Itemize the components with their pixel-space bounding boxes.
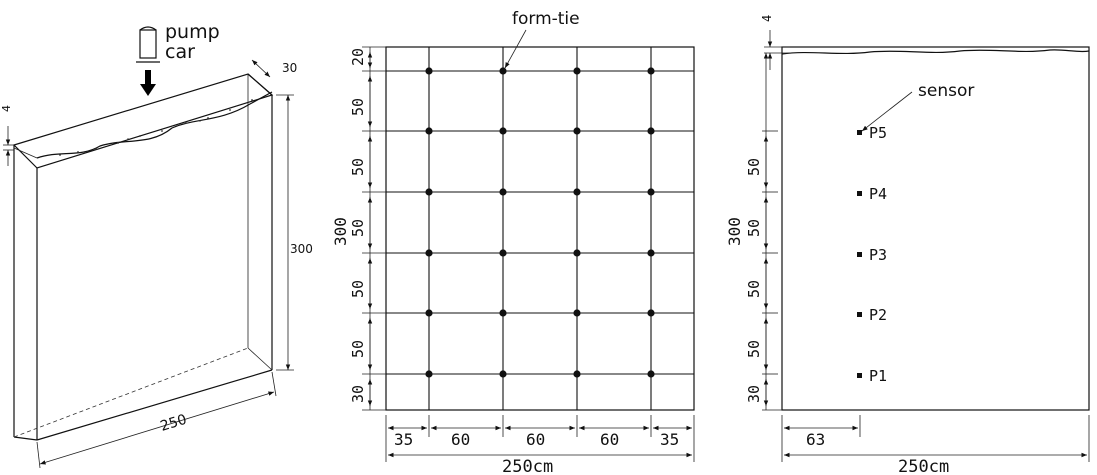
form-tie-point [573,309,581,317]
sensor-marker-p1 [857,373,862,378]
form-tie-point [425,309,433,317]
seg-label-4: 50 [349,219,367,237]
sensor-marker-p5 [857,130,862,135]
vertical-dimensions: 20 50 50 50 50 50 30 300 [331,46,386,411]
sensor-marker-p4 [857,191,862,196]
form-tie-point [499,67,507,75]
sensor-marker-p3 [857,252,862,257]
height-label-b: 300 [331,217,350,246]
concrete-texture [59,99,253,156]
grid-lines [386,47,694,410]
pump-car-icon [136,26,160,96]
form-tie-point [499,188,507,196]
form-tie-point [573,370,581,378]
seg-label-2: 50 [349,98,367,116]
c-seg-label-5: 30 [745,385,763,403]
depth-label: 30 [282,61,297,75]
form-tie-point [499,370,507,378]
form-tie-point [425,67,433,75]
sensor-label-p5: P5 [869,124,887,142]
form-tie-point [499,249,507,257]
form-tie-point [573,188,581,196]
seg-label-7: 30 [349,385,367,403]
sensor-label-p4: P4 [869,185,887,203]
form-tie-points [425,67,655,378]
offset-label: 63 [806,430,825,449]
panel-a-formwork: pump car 30 4 300 250 [0,21,313,469]
form-tie-point [425,188,433,196]
seg-label-5: 50 [349,280,367,298]
form-tie-point [425,370,433,378]
width-label: 250 [158,412,188,435]
form-tie-point [499,309,507,317]
c-seg-label-4: 50 [745,340,763,358]
form-tie-point [573,127,581,135]
horizontal-dimensions: 35 60 60 60 35 250cm [385,415,695,475]
hseg-label-3: 60 [526,430,545,449]
concrete-surface [36,91,273,159]
pump-label: pump [165,21,220,43]
seg-label-3: 50 [349,158,367,176]
sensor-callout: sensor [918,81,974,101]
panel-c-sensor-layout: 4 sensor P5 P4 P3 P2 P1 [725,15,1090,475]
total-width-label-b: 250cm [502,457,553,475]
sensor-marker-p2 [857,312,862,317]
sensor-label-p3: P3 [869,246,887,264]
sensor-points [857,130,862,378]
form-tie-point [647,188,655,196]
sensor-label-p1: P1 [869,367,887,385]
form-tie-point [425,127,433,135]
height-label-c: 300 [725,217,744,246]
seg-label-6: 50 [349,340,367,358]
panel-b-tie-grid: form-tie 20 50 50 50 50 50 30 [331,9,695,475]
horizontal-dimensions-c: 63 250cm [781,415,1090,475]
form-tie-point [647,370,655,378]
hseg-label-1: 35 [394,430,413,449]
form-tie-callout: form-tie [512,9,580,29]
c-seg-label-3: 50 [745,280,763,298]
form-tie-point [499,127,507,135]
form-tie-point [647,249,655,257]
form-tie-point [573,67,581,75]
hseg-label-4: 60 [600,430,619,449]
form-tie-point [425,249,433,257]
c-seg-label-1: 50 [745,158,763,176]
form-tie-point [573,249,581,257]
sensor-label-p2: P2 [869,306,887,324]
form-tie-point [647,127,655,135]
seg-label-1: 20 [349,48,367,66]
hseg-label-5: 35 [660,430,679,449]
top-gap-label: 4 [760,15,774,22]
c-seg-label-2: 50 [745,219,763,237]
total-width-label-c: 250cm [898,457,949,475]
form-tie-point [647,67,655,75]
height-label: 300 [290,242,313,256]
car-label: car [165,41,195,63]
form-tie-point [647,309,655,317]
hseg-label-2: 60 [451,430,470,449]
gap-label: 4 [0,105,13,112]
concrete-surface-c [781,49,1090,55]
vertical-dimensions-c: 50 50 50 50 30 300 [725,53,782,411]
